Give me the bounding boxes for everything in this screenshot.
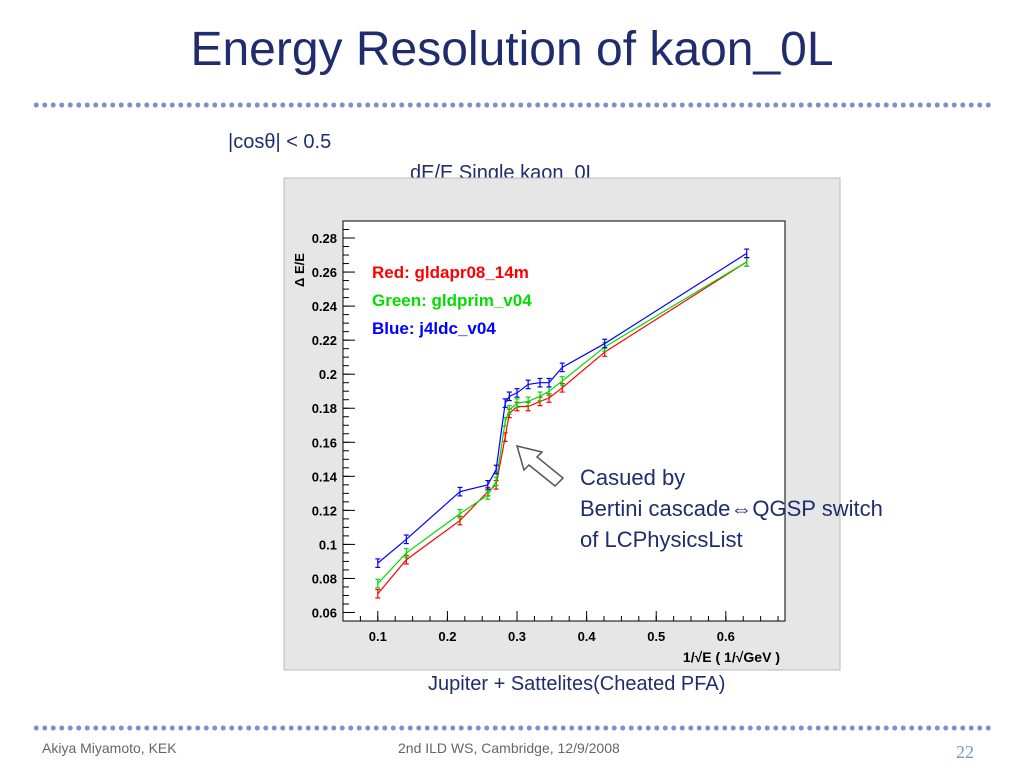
top-dotted-divider [32,102,992,108]
page-title: Energy Resolution of kaon_0L [190,23,834,76]
data-point [457,486,463,497]
legend-entry-0: Red: gldapr08_14m [372,263,529,282]
x-axis-title: 1/√E ( 1/√GeV ) [683,649,780,665]
data-point [403,548,409,558]
y-tick-label: 0.16 [312,435,337,450]
page-number: 22 [956,742,974,762]
y-tick-label: 0.14 [312,469,338,484]
arrow-annotation-icon [515,444,565,488]
data-point [493,476,499,487]
data-point [457,508,463,519]
annotation-line-1: Casued by [580,465,686,490]
data-point [546,377,552,388]
series-line-1 [377,261,748,584]
annotation-line-3: of LCPhysicsList [580,527,743,552]
data-point [559,362,565,373]
data-point [744,248,750,259]
data-point [514,398,520,408]
data-point [375,558,381,568]
x-tick-label: 0.1 [369,629,387,644]
chart-caption: Jupiter + Sattelites(Cheated PFA) [428,673,726,695]
x-tick-label: 0.6 [717,629,735,644]
data-point [375,578,381,589]
data-point [485,479,491,490]
annotation-text: Casued by Bertini cascade⇔QGSP switch of… [580,462,883,555]
y-axis-title: Δ E/E [292,253,307,287]
data-point [375,588,381,599]
y-tick-label: 0.18 [312,401,337,416]
footer-event: 2nd ILD WS, Cambridge, 12/9/2008 [398,740,620,756]
y-tick-label: 0.28 [312,231,337,246]
selection-label: |cosθ| < 0.5 [228,131,332,153]
y-tick-label: 0.24 [312,299,338,314]
x-tick-label: 0.3 [508,629,526,644]
data-point [485,490,491,500]
x-tick-label: 0.5 [647,629,665,644]
y-axis-label: Δ E/E [292,253,307,287]
data-point [537,391,543,402]
data-point [559,376,565,386]
y-tick-label: 0.12 [312,503,337,518]
annotation-line-2: Bertini cascade⇔QGSP switch [580,496,883,521]
data-point [403,534,409,545]
y-tick-label: 0.06 [312,605,337,620]
legend-entry-1: Green: gldprim_v04 [372,291,532,310]
y-tick-label: 0.2 [319,367,337,382]
data-point [525,396,531,407]
footer-author: Akiya Miyamoto, KEK [42,740,177,756]
data-point [506,405,512,415]
data-point [506,391,512,402]
x-tick-label: 0.4 [578,629,597,644]
data-point [537,377,543,388]
data-point [525,379,531,390]
data-point [493,464,499,475]
data-point [514,388,520,398]
y-tick-label: 0.08 [312,571,337,586]
series-line-2 [377,252,748,564]
plot-frame [342,220,786,622]
y-tick-label: 0.26 [312,265,337,280]
y-tick-label: 0.22 [312,333,337,348]
bottom-dotted-divider [32,725,992,731]
x-tick-label: 0.2 [438,629,456,644]
legend-entry-2: Blue: j4ldc_v04 [372,319,496,338]
data-point [602,338,608,349]
data-point [502,398,508,408]
y-tick-label: 0.1 [319,537,337,552]
series-line-0 [377,261,748,595]
